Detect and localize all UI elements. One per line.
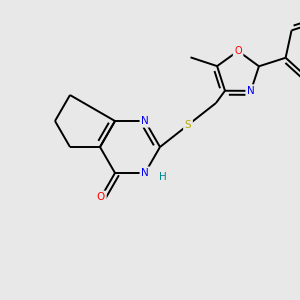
Text: O: O <box>234 46 242 56</box>
Text: N: N <box>141 116 149 126</box>
Text: H: H <box>159 172 167 182</box>
Text: O: O <box>97 192 105 202</box>
Text: N: N <box>247 86 255 96</box>
Text: S: S <box>185 120 191 130</box>
Text: N: N <box>141 168 149 178</box>
